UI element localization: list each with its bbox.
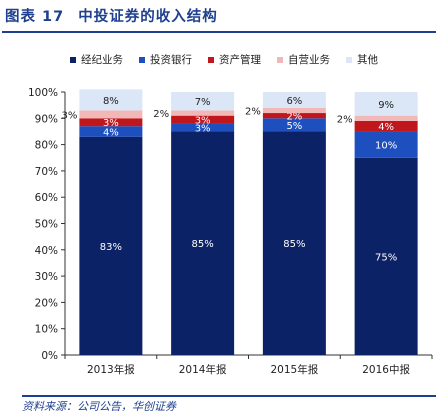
x-tick-label: 2014年报 <box>179 363 227 376</box>
y-tick-label: 0% <box>41 350 58 362</box>
legend-swatch <box>208 56 214 63</box>
data-label: 83% <box>100 242 122 253</box>
y-tick-label: 90% <box>35 113 58 125</box>
bar-segment <box>354 131 418 158</box>
bar-segment <box>354 92 418 116</box>
bar-segment <box>79 118 143 127</box>
data-label: 9% <box>378 100 394 111</box>
y-tick-label: 40% <box>35 245 58 257</box>
legend-item: 资产管理 <box>208 52 261 67</box>
figure-label: 图表 17 <box>5 9 65 25</box>
data-label: 4% <box>378 122 394 133</box>
bar-segment <box>79 89 143 111</box>
bar-segment <box>171 123 235 132</box>
bar-segment <box>171 115 235 124</box>
bar-segment <box>262 131 326 355</box>
y-tick-label: 10% <box>35 324 58 336</box>
x-tick-label: 2015年报 <box>271 363 319 376</box>
bar-segment <box>354 157 418 355</box>
bar-segment <box>262 113 326 119</box>
legend-item: 投资银行 <box>139 52 192 67</box>
data-label: 2% <box>245 106 261 117</box>
x-tick-label: 2013年报 <box>87 363 135 376</box>
x-tick-label: 2016中报 <box>362 363 410 376</box>
data-label: 3% <box>103 118 119 129</box>
data-label: 4% <box>103 127 119 138</box>
y-tick-label: 50% <box>35 219 58 231</box>
data-label: 5% <box>286 121 302 132</box>
y-tick-label: 70% <box>35 166 58 178</box>
legend-swatch <box>346 56 352 63</box>
data-label: 6% <box>286 96 302 107</box>
bar-segment <box>79 136 143 355</box>
bar-segment <box>262 118 326 132</box>
data-label: 8% <box>103 96 119 107</box>
source-note: 资料来源：公司公告，华创证券 <box>22 395 436 414</box>
legend-label: 经纪业务 <box>81 54 123 66</box>
legend-item: 其他 <box>346 52 378 67</box>
data-label: 3% <box>195 116 211 127</box>
data-label: 85% <box>283 239 305 250</box>
figure-title: 图表 17 中投证券的收入结构 <box>2 3 436 33</box>
legend-label: 资产管理 <box>219 54 261 66</box>
bar-segment <box>262 92 326 108</box>
y-tick-label: 20% <box>35 297 58 309</box>
figure-title-text: 中投证券的收入结构 <box>78 9 218 25</box>
bar-segment <box>354 115 418 121</box>
bar-segment <box>262 107 326 114</box>
y-tick-label: 60% <box>35 192 58 204</box>
legend-swatch <box>277 56 283 63</box>
data-label: 2% <box>337 114 353 125</box>
bar-segment <box>354 120 418 132</box>
legend-label: 投资银行 <box>150 54 192 66</box>
bar-segment <box>79 110 143 119</box>
data-label: 7% <box>195 97 211 108</box>
data-label: 2% <box>286 112 302 123</box>
legend-item: 自营业务 <box>277 52 330 67</box>
legend-swatch <box>70 56 76 63</box>
data-label: 85% <box>192 239 214 250</box>
legend-label: 自营业务 <box>288 54 330 66</box>
bar-segment <box>79 126 143 137</box>
legend-swatch <box>139 56 145 63</box>
y-tick-label: 100% <box>28 87 58 99</box>
legend-item: 经纪业务 <box>70 52 123 67</box>
data-label: 3% <box>195 124 211 135</box>
data-label: 10% <box>375 141 397 152</box>
y-tick-label: 80% <box>35 140 58 152</box>
y-tick-label: 30% <box>35 271 58 283</box>
bar-segment <box>171 131 235 355</box>
chart-legend: 经纪业务 投资银行 资产管理 自营业务 其他 <box>70 52 394 67</box>
data-label: 3% <box>62 110 78 121</box>
legend-label: 其他 <box>357 54 378 66</box>
bar-segment <box>171 110 235 116</box>
data-label: 75% <box>375 252 397 263</box>
data-label: 2% <box>153 109 169 120</box>
bar-segment <box>171 92 235 111</box>
